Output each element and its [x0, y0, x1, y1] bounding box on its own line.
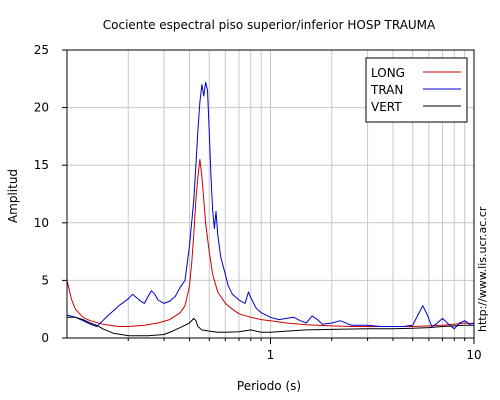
- y-tick-label: 10: [34, 216, 49, 230]
- series-line-vert: [67, 316, 474, 337]
- y-tick-label: 5: [41, 273, 49, 287]
- y-tick-label: 20: [34, 101, 49, 115]
- watermark-url: http://www.lis.ucr.ac.cr: [476, 206, 489, 332]
- series-line-tran: [66, 81, 475, 330]
- legend-label-long: LONG: [371, 66, 405, 80]
- x-tick-label: 10: [466, 348, 481, 362]
- y-tick-label: 25: [34, 43, 49, 57]
- series-layer: [66, 81, 475, 337]
- legend-box: [365, 57, 468, 123]
- x-axis-label: Periodo (s): [237, 379, 301, 393]
- y-tick-label: 15: [34, 158, 49, 172]
- y-axis-label: Amplitud: [6, 169, 20, 223]
- legend: LONG TRAN VERT: [365, 57, 468, 123]
- axis-ticks: 0 5 10 15 20 25 1 10: [34, 43, 482, 362]
- series-line-long: [66, 158, 475, 327]
- legend-label-tran: TRAN: [370, 83, 403, 97]
- y-tick-label: 0: [41, 331, 49, 345]
- chart-title: Cociente espectral piso superior/inferio…: [103, 18, 436, 32]
- x-tick-label: 1: [267, 348, 275, 362]
- legend-label-vert: VERT: [371, 100, 402, 114]
